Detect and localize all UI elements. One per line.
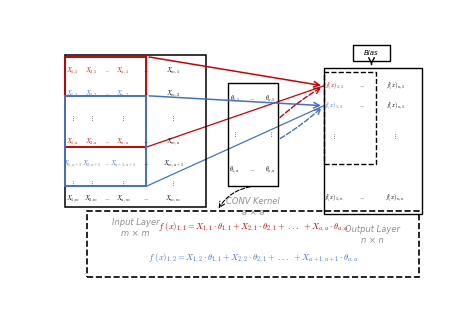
Text: $f(x)_{1,1}$: $f(x)_{1,1}$ xyxy=(325,81,344,91)
Text: $\vdots$: $\vdots$ xyxy=(269,131,273,139)
Text: $f(x)_{n,1}$: $f(x)_{n,1}$ xyxy=(386,100,405,111)
Text: $-$: $-$ xyxy=(249,96,255,101)
Text: $X_{m,a+1}$: $X_{m,a+1}$ xyxy=(163,159,184,169)
Bar xyxy=(65,57,146,147)
Text: $X_{a+1,a+1}$: $X_{a+1,a+1}$ xyxy=(109,159,136,169)
Text: $\vdots$: $\vdots$ xyxy=(71,115,75,123)
Bar xyxy=(353,45,390,61)
Text: $X_{2,a+1}$: $X_{2,a+1}$ xyxy=(82,159,101,169)
Text: $X_{m,m}$: $X_{m,m}$ xyxy=(165,194,181,204)
Text: $-$: $-$ xyxy=(104,139,110,144)
Text: $X_{1,m}$: $X_{1,m}$ xyxy=(65,194,80,204)
Text: $\vdots$: $\vdots$ xyxy=(233,131,237,139)
Text: $\vdots$: $\vdots$ xyxy=(121,179,125,188)
Text: $-$: $-$ xyxy=(359,195,365,200)
Bar xyxy=(87,211,419,277)
Text: $\theta_{a,a}$: $\theta_{a,a}$ xyxy=(265,165,276,175)
Text: $-$: $-$ xyxy=(104,196,110,201)
Text: Input Layer
m × m: Input Layer m × m xyxy=(112,218,159,238)
Text: CONV Kernel
a × a: CONV Kernel a × a xyxy=(226,197,280,217)
Text: $-$: $-$ xyxy=(104,161,110,166)
Text: $f(x)_{n,1}$: $f(x)_{n,1}$ xyxy=(386,81,405,91)
Text: $X_{2,m}$: $X_{2,m}$ xyxy=(84,194,99,204)
Text: $X_{a,1}$: $X_{a,1}$ xyxy=(117,66,129,76)
Bar xyxy=(325,73,376,164)
Text: $f(x)_{1,2}$: $f(x)_{1,2}$ xyxy=(325,100,344,111)
Text: $-$: $-$ xyxy=(359,83,365,88)
Text: $-$: $-$ xyxy=(104,69,110,74)
Text: $X_{m,2}$: $X_{m,2}$ xyxy=(166,89,180,99)
Text: $X_{1,a+1}$: $X_{1,a+1}$ xyxy=(63,159,82,169)
Text: $X_{a,2}$: $X_{a,2}$ xyxy=(116,89,129,99)
Text: $\vdots$: $\vdots$ xyxy=(90,179,93,188)
Text: $X_{a,m}$: $X_{a,m}$ xyxy=(116,194,130,204)
Bar xyxy=(65,96,146,186)
Text: $\vdots$: $\vdots$ xyxy=(393,132,397,141)
Text: $X_{2,2}$: $X_{2,2}$ xyxy=(85,89,98,99)
Text: $-$: $-$ xyxy=(143,196,149,201)
Text: $-$: $-$ xyxy=(143,92,149,96)
Text: $\vdots$: $\vdots$ xyxy=(121,115,125,123)
Text: Bias: Bias xyxy=(364,50,379,56)
Bar xyxy=(228,83,278,186)
Bar xyxy=(324,67,422,214)
Text: $X_{m,a}$: $X_{m,a}$ xyxy=(166,137,181,147)
Text: $X_{1,a}$: $X_{1,a}$ xyxy=(66,137,79,147)
Text: $f\ (x)_{1,1} = X_{1,1} \cdot \theta_{1,1}+X_{2,1} \cdot \theta_{2,1}+\ ...\ +X_: $f\ (x)_{1,1} = X_{1,1} \cdot \theta_{1,… xyxy=(158,220,348,234)
Text: $\vdots$: $\vdots$ xyxy=(171,179,175,188)
Text: $\vdots$: $\vdots$ xyxy=(332,132,336,141)
Text: $X_{2,a}$: $X_{2,a}$ xyxy=(85,137,98,147)
Text: $X_{1,2}$: $X_{1,2}$ xyxy=(66,89,79,99)
Text: $X_{m,1}$: $X_{m,1}$ xyxy=(166,66,180,76)
Text: $\vdots$: $\vdots$ xyxy=(71,179,75,188)
Text: $X_{2,1}$: $X_{2,1}$ xyxy=(85,66,98,76)
Text: $-$: $-$ xyxy=(143,161,149,166)
Text: $f\ (x)_{1,2} = X_{1,2} \cdot \theta_{1,1}+X_{2,2} \cdot \theta_{2,1}+\ ...\ +X_: $f\ (x)_{1,2} = X_{1,2} \cdot \theta_{1,… xyxy=(148,252,358,265)
Text: $-$: $-$ xyxy=(249,167,255,172)
Text: $-$: $-$ xyxy=(143,139,149,144)
Text: $X_{1,1}$: $X_{1,1}$ xyxy=(66,66,79,76)
Text: $-$: $-$ xyxy=(359,103,365,108)
Text: $\theta_{a,1}$: $\theta_{a,1}$ xyxy=(265,94,276,104)
Text: $\vdots$: $\vdots$ xyxy=(171,115,175,123)
Text: $\vdots$: $\vdots$ xyxy=(90,115,93,123)
Bar xyxy=(65,55,206,207)
Text: Output Layer
n × n: Output Layer n × n xyxy=(345,225,400,245)
Text: $-$: $-$ xyxy=(104,92,110,96)
Text: $-$: $-$ xyxy=(143,69,149,74)
Text: $\theta_{1,1}$: $\theta_{1,1}$ xyxy=(229,94,240,104)
Text: $\theta_{1,a}$: $\theta_{1,a}$ xyxy=(229,165,240,175)
Text: $X_{a,a}$: $X_{a,a}$ xyxy=(116,137,129,147)
Text: $f(x)_{1,n}$: $f(x)_{1,n}$ xyxy=(324,192,344,203)
Text: $f(x)_{n,n}$: $f(x)_{n,n}$ xyxy=(385,192,405,203)
